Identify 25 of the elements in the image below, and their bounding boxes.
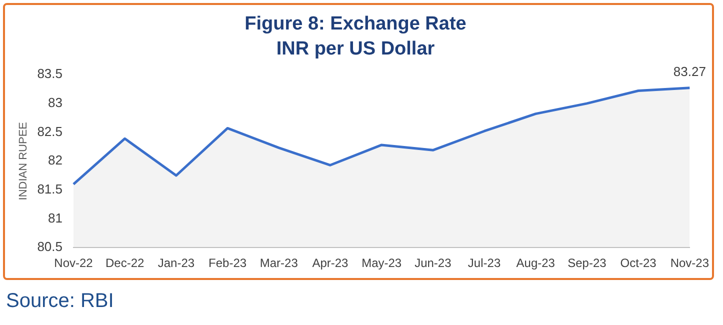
x-tick-label: Sep-23 bbox=[568, 256, 607, 270]
x-tick-label: Dec-22 bbox=[106, 256, 145, 270]
source-note: Source: RBI bbox=[6, 290, 114, 313]
chart-title: Figure 8: Exchange Rate bbox=[244, 14, 466, 35]
y-tick-label: 82.5 bbox=[37, 124, 62, 139]
x-tick-label: Nov-22 bbox=[54, 256, 94, 270]
y-tick-label: 81.5 bbox=[37, 182, 62, 197]
y-tick-label: 80.5 bbox=[37, 239, 62, 254]
x-tick-label: May-23 bbox=[362, 256, 402, 270]
y-tick-label: 83.5 bbox=[37, 66, 62, 82]
x-tick-label: Oct-23 bbox=[620, 256, 657, 270]
y-tick-label: 81 bbox=[48, 210, 62, 226]
y-tick-label: 82 bbox=[48, 152, 62, 168]
x-tick-label: Aug-23 bbox=[516, 256, 556, 270]
x-tick-label: Jun-23 bbox=[414, 256, 452, 270]
data-label: 83.27 bbox=[673, 64, 706, 79]
x-tick-label: Jan-23 bbox=[158, 256, 195, 270]
y-axis-title: INDIAN RUPEE bbox=[18, 122, 30, 200]
x-tick-label: Feb-23 bbox=[208, 256, 247, 270]
chart-subtitle: INR per US Dollar bbox=[276, 38, 436, 60]
x-tick-label: Apr-23 bbox=[312, 256, 349, 270]
y-tick-label: 83 bbox=[48, 95, 62, 110]
x-tick-label: Nov-23 bbox=[670, 256, 710, 270]
x-tick-label: Jul-23 bbox=[468, 256, 501, 270]
x-tick-label: Mar-23 bbox=[260, 256, 298, 270]
